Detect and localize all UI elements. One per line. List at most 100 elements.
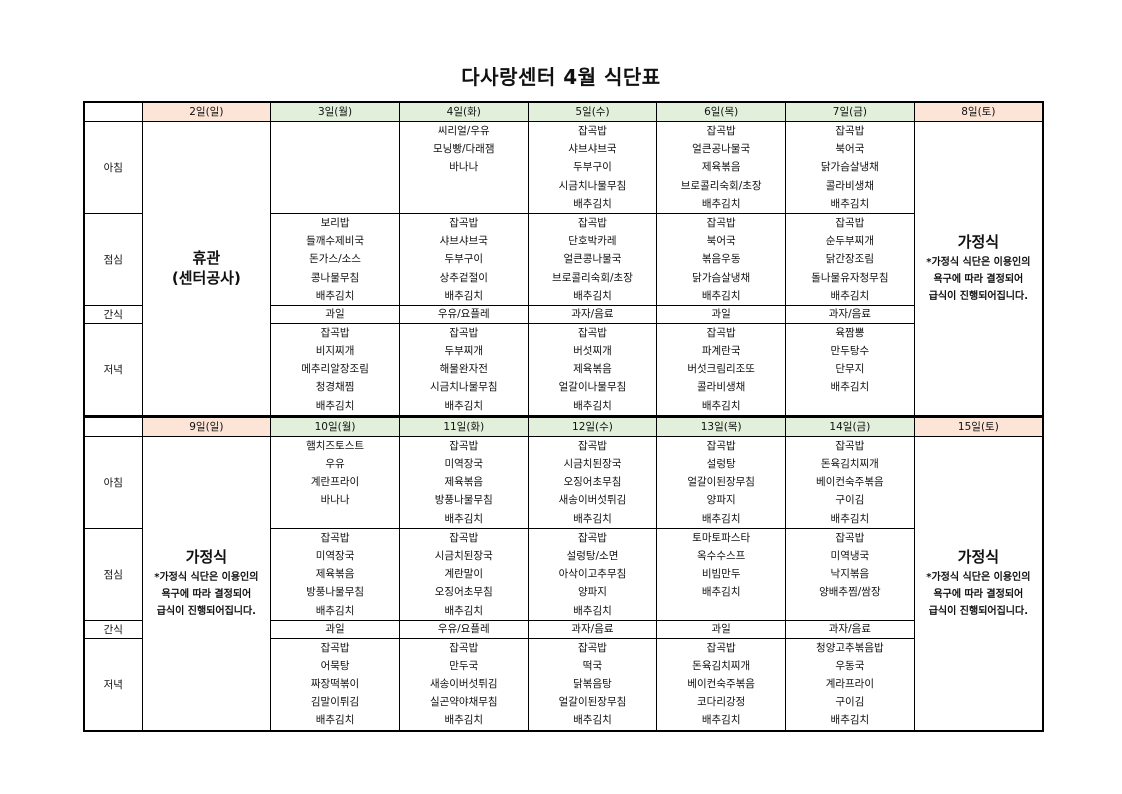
menu-cell: 잡곡밥 북어국 닭가슴살냉채 콜라비생채 배추김치 [785,121,915,214]
menu-cell: 잡곡밥 순두부찌개 닭간장조림 돌나물유자청무침 배추김치 [785,212,915,306]
menu-item: 과일 [325,622,345,635]
menu-item: 잡곡밥 [835,216,865,229]
corner-cell [83,101,143,122]
menu-item: 배추김치 [444,399,484,412]
menu-item: 우유/요플레 [437,622,490,635]
meal-label-snack: 간식 [83,619,143,639]
menu-item: 들깨수제비국 [306,235,365,248]
menu-item: 잡곡밥 [577,439,607,452]
menu-item: 잡곡밥 [449,439,479,452]
menu-item: 순두부찌개 [825,235,875,248]
menu-item: 우유/요플레 [437,307,490,320]
menu-item: 샤브샤브국 [439,235,488,248]
day-header: 8일(토) [913,101,1044,122]
menu-item: 어묵탕 [320,659,350,672]
menu-cell: 잡곡밥 샤브샤브국 두부구이 상추겉절이 배추김치 [398,212,529,306]
menu-item: 배추김치 [444,289,484,302]
menu-item: 배추김치 [701,399,741,412]
menu-item: 잡곡밥 [706,125,736,137]
menu-item: 과일 [711,622,731,635]
menu-item: 파계란국 [701,345,741,358]
menu-item: 두부구이 [573,161,612,174]
day-header: 11일(화) [398,414,529,437]
menu-cell: 잡곡밥 설렁탕/소면 아삭이고추무침 양파지 배추김치 [527,527,658,621]
menu-item: 배추김치 [573,604,612,617]
menu-item: 짜장떡볶이 [310,678,360,691]
menu-cell: 우유/요플레 [398,304,529,324]
meal-label-lunch: 점심 [83,212,143,306]
menu-item: 잡곡밥 [449,641,479,654]
menu-item: 잡곡밥 [706,326,736,339]
menu-item: 돌나물유자청무침 [811,271,889,284]
menu-item: 배추김치 [315,289,355,302]
merged-title: 가정식 [957,547,1000,566]
menu-item: 닭가슴살냉채 [820,161,879,174]
menu-item: 미역냉국 [830,549,870,562]
menu-cell: 잡곡밥 만두국 새송이버섯튀김 실곤약야채무침 배추김치 [398,637,529,732]
day-header: 14일(금) [785,414,915,437]
menu-item: 잡곡밥 [449,216,479,229]
menu-item: 양배추찜/쌈장 [819,586,881,599]
merged-title: 가정식 [185,547,228,566]
menu-item: 잡곡밥 [449,531,479,544]
menu-cell: 잡곡밥 버섯찌개 제육볶음 얼갈이나물무침 배추김치 [527,322,658,417]
menu-item: 잡곡밥 [706,439,736,452]
menu-item: 방풍나물무침 [434,494,493,507]
menu-item: 방풍나물무침 [306,586,365,599]
menu-item: 배추김치 [830,289,870,302]
menu-item: 잡곡밥 [835,125,865,137]
merged-note: *가정식 식단은 이용인의 욕구에 따라 결정되어 급식이 진행되어집니다. [926,256,1031,302]
meal-label-breakfast: 아침 [83,435,143,529]
menu-item: 잡곡밥 [577,531,607,544]
menu-cell: 과자/음료 [527,304,658,324]
menu-item: 과자/음료 [828,622,871,635]
menu-item: 배추김치 [315,714,355,727]
menu-item: 제육볶음 [315,568,355,581]
menu-item: 배추김치 [830,381,870,394]
menu-item: 새송이버섯튀김 [429,678,498,691]
menu-item: 잡곡밥 [577,216,607,229]
menu-item: 오징어초무침 [563,476,622,489]
menu-item: 볶음우동 [701,253,741,266]
menu-item: 설렁탕 [706,458,736,470]
day-header: 9일(일) [141,414,272,437]
menu-cell: 잡곡밥 얼큰공나물국 제육볶음 브로콜리숙회/초장 배추김치 [656,121,787,214]
menu-item: 배추김치 [573,197,612,210]
menu-item: 구이김 [835,494,865,507]
menu-item: 과자/음료 [571,307,614,320]
meal-label-dinner: 저녁 [83,322,143,417]
week-header-row: 2일(일) 3일(월) 4일(화) 5일(수) 6일(목) 7일(금) 8일(토) [83,101,1044,122]
meal-row-snack: 간식 과일 우유/요플레 과자/음료 과일 과자/음료 [83,304,1043,324]
menu-item: 과자/음료 [828,307,871,320]
menu-cell: 과일 [270,619,400,639]
menu-item: 떡국 [582,659,603,672]
menu-item: 구이김 [835,696,865,709]
day-header: 10일(월) [270,414,400,437]
menu-cell: 과자/음료 [785,619,915,639]
menu-item: 브로콜리숙회/초장 [680,179,762,192]
menu-item: 바나나 [449,161,479,174]
menu-item: 배추김치 [444,714,484,727]
menu-item: 햄치즈토스트 [306,439,365,452]
menu-item: 배추김치 [444,604,484,617]
menu-item: 북어국 [706,235,736,248]
menu-item: 계라프라이 [825,678,875,691]
menu-cell: 과자/음료 [527,619,658,639]
menu-item: 얼큰공나물국 [692,143,751,156]
menu-item: 돈육김치찌개 [692,659,751,672]
menu-cell: 잡곡밥 비지찌개 메추리알장조림 청경채찜 배추김치 [270,322,400,417]
menu-item: 보리밥 [320,216,350,229]
meal-label-breakfast: 아침 [83,121,143,214]
menu-cell: 과자/음료 [785,304,915,324]
menu-item: 시금치된장국 [563,458,622,470]
menu-item: 샤브샤브국 [568,143,617,156]
menu-cell [270,121,400,214]
menu-item: 배추김치 [315,399,355,412]
menu-item: 배추김치 [444,512,484,525]
menu-item: 잡곡밥 [835,439,865,452]
menu-item: 청경채찜 [315,381,355,394]
menu-item: 잡곡밥 [577,125,607,137]
menu-item: 잡곡밥 [706,641,736,654]
menu-item: 잡곡밥 [320,641,350,654]
menu-item: 닭볶음탕 [573,678,612,691]
